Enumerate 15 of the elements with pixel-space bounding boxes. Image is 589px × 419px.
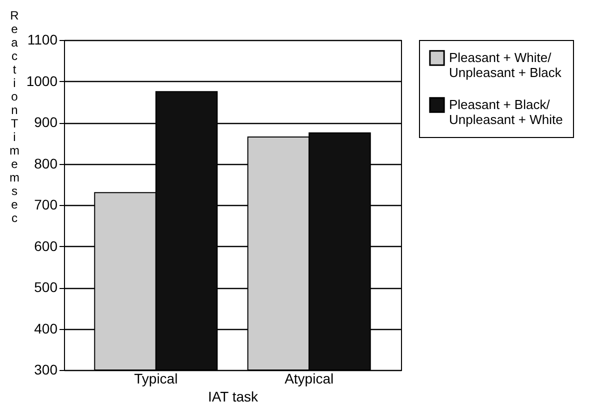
x-axis-title: IAT task — [208, 388, 260, 404]
y-tick-label: 900 — [34, 114, 58, 130]
legend-label: Pleasant + White/Unpleasant + Black — [449, 50, 562, 80]
y-tick-label: 400 — [34, 320, 58, 336]
y-tick-label: 600 — [34, 238, 58, 254]
legend-label: Pleasant + Black/Unpleasant + White — [449, 97, 563, 127]
y-tick-label: 1000 — [26, 72, 58, 89]
y-tick-label: 500 — [34, 279, 58, 295]
x-tick-label: Atypical — [284, 370, 334, 386]
text: Reaction Time msec — [10, 8, 20, 225]
y-tick-label: 800 — [34, 155, 58, 172]
y-tick-label: 700 — [34, 196, 58, 212]
y-tick-label: 300 — [34, 362, 58, 378]
x-tick-label: Typical — [134, 370, 178, 386]
y-tick-label: 1100 — [27, 32, 58, 48]
